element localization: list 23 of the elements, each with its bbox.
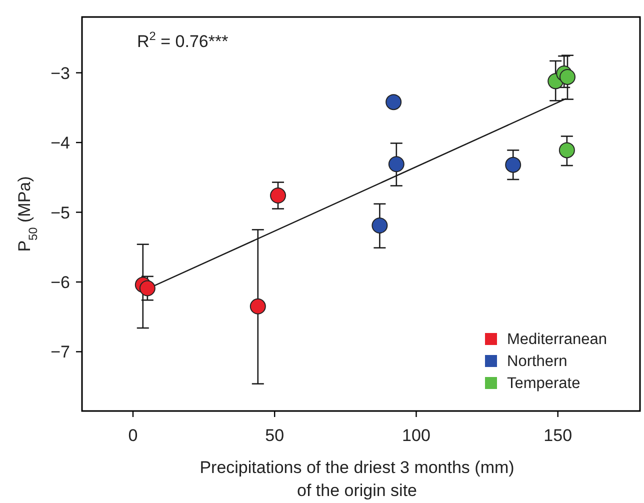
x-axis-title: Precipitations of the driest 3 months (mm) of the origin site xyxy=(200,458,514,500)
x-tick-label: 100 xyxy=(402,426,430,445)
x-tick-label: 50 xyxy=(265,426,284,445)
point xyxy=(250,298,266,314)
point xyxy=(372,218,388,234)
y-tick-label: −5 xyxy=(50,203,70,222)
point xyxy=(386,94,402,110)
legend-label: Temperate xyxy=(507,375,580,392)
point xyxy=(559,68,576,85)
y-tick-label: −3 xyxy=(50,64,70,83)
point xyxy=(505,156,522,173)
y-tick-label: −6 xyxy=(50,272,70,292)
point xyxy=(388,156,404,172)
point xyxy=(270,188,286,204)
legend-label: Mediterranean xyxy=(507,331,607,348)
y-tick-label: −4 xyxy=(50,134,70,153)
y-tick-label: −7 xyxy=(50,342,70,362)
point xyxy=(558,142,575,158)
point xyxy=(139,280,156,296)
annotation: R$^{2}$ = 0.76*** xyxy=(137,29,229,51)
legend-label: Northern xyxy=(507,353,568,370)
x-tick-label: 150 xyxy=(544,426,572,445)
x-tick-label: 0 xyxy=(128,426,138,445)
